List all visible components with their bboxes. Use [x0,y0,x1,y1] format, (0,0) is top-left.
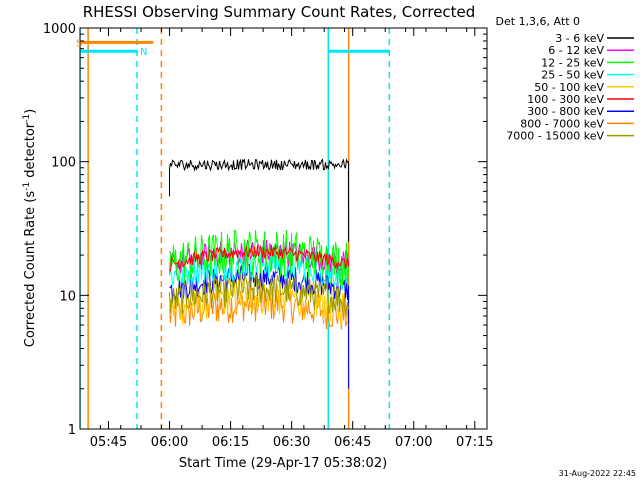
plot-area [80,28,391,429]
count-rate-series [169,157,350,389]
x-axis-ticks: 05:45 06:00 06:15 06:30 06:45 07:00 07:15 [79,28,494,450]
legend-label: 800 - 7000 keV [520,117,604,130]
flag-label: S [76,38,82,49]
legend-label: 7000 - 15000 keV [506,130,604,143]
y-tick-label: 10 [59,289,76,304]
flag-labels: SN [76,38,147,58]
y-axis-ticks: 1 10 100 1000 [43,22,487,438]
y-tick-label: 1000 [43,22,76,37]
legend-label: 300 - 800 keV [527,105,604,118]
generation-timestamp: 31-Aug-2022 22:45 [559,469,636,478]
legend-header: Det 1,3,6, Att 0 [496,15,580,28]
y-tick-label: 100 [51,156,76,171]
y-axis-label: Corrected Count Rate (s-1 detector-1) [22,109,38,347]
x-tick-label: 07:15 [456,435,493,450]
series-line-100-300keV [169,244,349,273]
x-tick-label: 07:00 [395,435,432,450]
legend-label: 12 - 25 keV [541,56,604,69]
series-line-7000-15000keV [169,273,349,316]
legend-label: 6 - 12 keV [548,44,604,57]
legend-label: 25 - 50 keV [541,69,604,82]
plot-frame [79,27,488,430]
x-tick-label: 06:15 [212,435,249,450]
legend-label: 100 - 300 keV [527,93,604,106]
x-tick-label: 06:00 [151,435,188,450]
series-line-50-100keV [169,276,349,328]
x-tick-label: 05:45 [90,435,127,450]
flag-label: N [140,47,147,58]
legend-label: 3 - 6 keV [555,32,604,45]
x-axis-label: Start Time (29-Apr-17 05:38:02) [179,456,387,471]
series-line-3-6keV [169,157,350,243]
legend-label: 50 - 100 keV [534,81,604,94]
x-tick-label: 06:45 [334,435,371,450]
observing-flag-lines [80,28,391,429]
chart-title: RHESSI Observing Summary Count Rates, Co… [83,3,476,21]
x-tick-label: 06:30 [273,435,310,450]
y-tick-label: 1 [68,423,76,438]
observing-flags [80,40,390,53]
